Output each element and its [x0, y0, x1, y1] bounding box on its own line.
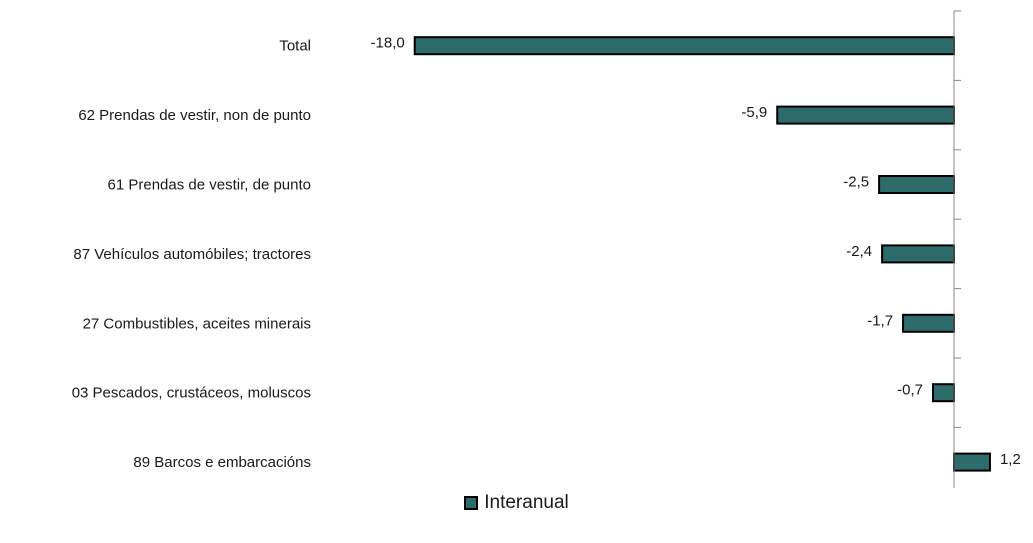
bar-chart: Total 62 Prendas de vestir, non de punto 6…: [72, 10, 1021, 488]
category-labels: Total 62 Prendas de vestir, non de punto 6…: [72, 38, 311, 471]
bar: [413, 36, 956, 56]
bar: [902, 313, 955, 333]
value-label: 1,2: [1000, 451, 1021, 468]
bar: [953, 452, 991, 472]
bar: [776, 105, 956, 125]
category-label: Total: [279, 38, 311, 55]
value-axis: [953, 10, 961, 488]
bar: [878, 175, 955, 194]
value-label: -0,7: [897, 382, 923, 399]
value-labels: -18,0 -5,9 -2,5 -2,4 -1,7 -0,7 1,2: [371, 35, 1021, 468]
value-label: -5,9: [741, 104, 767, 121]
bars: [413, 36, 991, 472]
value-label: -18,0: [371, 35, 405, 52]
legend-swatch-interanual: [464, 496, 479, 510]
legend: Interanual: [0, 492, 1033, 514]
value-label: -1,7: [867, 312, 893, 329]
value-label: -2,4: [846, 243, 872, 260]
category-label: 27 Combustibles, aceites minerais: [83, 315, 311, 332]
category-label: 89 Barcos e embarcacións: [133, 454, 311, 471]
category-label: 87 Vehículos automóbiles; tractores: [73, 246, 311, 263]
category-label: 61 Prendas de vestir, de punto: [108, 177, 311, 194]
value-label: -2,5: [843, 174, 869, 191]
bar: [932, 383, 956, 403]
legend-label-interanual: Interanual: [484, 492, 569, 513]
category-label: 03 Pescados, crustáceos, moluscos: [72, 385, 311, 402]
category-label: 62 Prendas de vestir, non de punto: [78, 107, 311, 124]
bar: [881, 244, 956, 264]
